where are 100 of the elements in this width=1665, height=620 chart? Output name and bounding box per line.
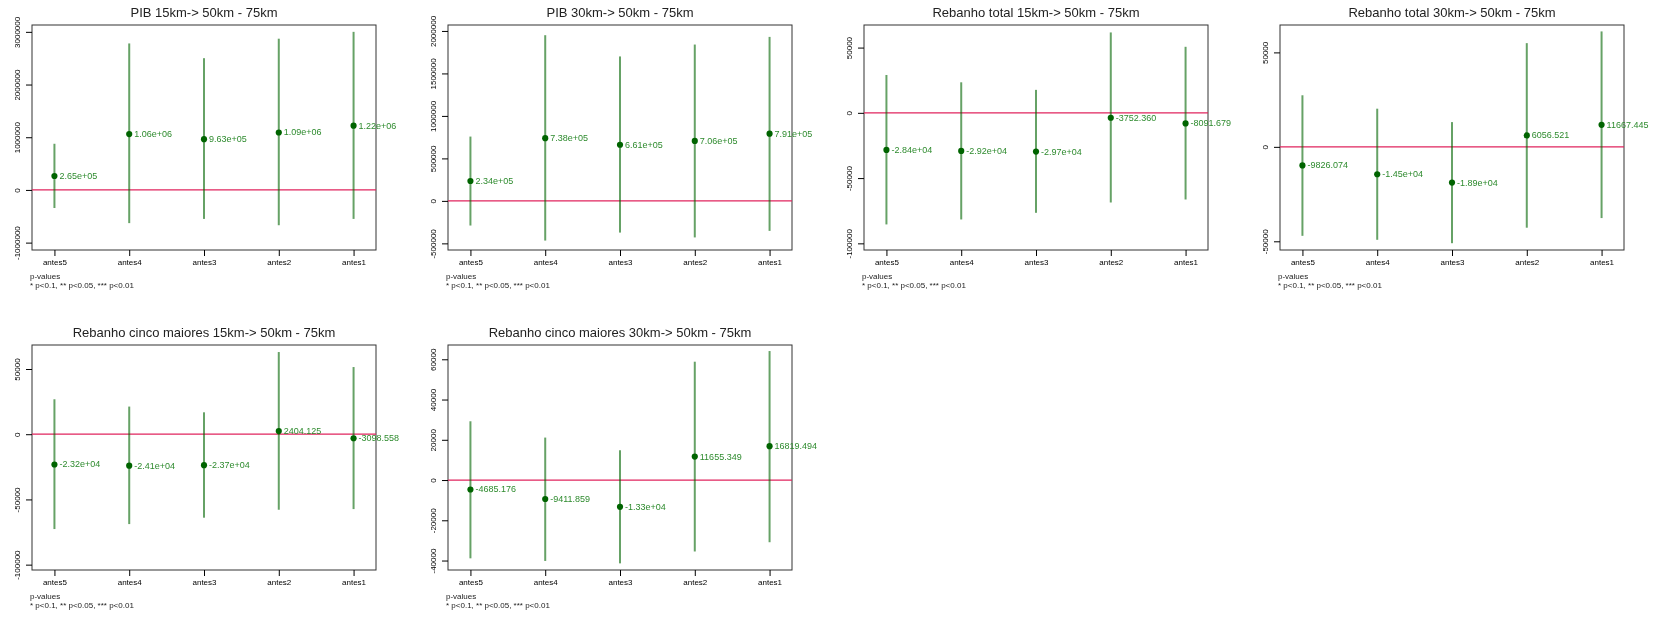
data-label: -1.33e+04 [625,501,666,512]
y-tick-label: 0 [1261,144,1270,150]
y-tick-label: -50000 [1261,228,1270,255]
chart-title: Rebanho total 15km-> 50km - 75km [932,5,1140,20]
x-tick-label: antes3 [192,257,218,267]
x-tick-label: antes5 [874,257,900,267]
data-label: -2.37e+04 [209,460,250,471]
chart-title: Rebanho cinco maiores 30km-> 50km - 75km [488,325,752,340]
data-label: 1.09e+06 [283,127,322,138]
x-tick-label: antes5 [458,577,484,587]
data-label: 2.65e+05 [59,170,98,181]
y-tick-label: 1000000 [429,100,438,132]
y-tick-label: 20000 [429,428,438,452]
y-tick-label: 0 [13,187,22,193]
y-tick-label: 1500000 [429,57,438,90]
data-label: -4685.176 [475,484,516,495]
x-tick-label: antes2 [683,257,708,267]
y-tick-label: 0 [429,198,438,204]
x-tick-label: antes3 [192,577,218,587]
x-tick-label: antes5 [1290,257,1316,267]
data-label: -2.32e+04 [59,459,101,470]
data-label: 1.06e+06 [134,129,173,140]
x-tick-label: antes1 [1590,257,1615,267]
text: p-values [1278,272,1309,281]
y-tick-label: 50000 [13,357,22,381]
x-tick-label: antes1 [1174,257,1199,267]
point [766,130,773,137]
point [883,146,890,153]
data-label: -2.84e+04 [891,144,933,155]
x-tick-label: antes2 [1515,257,1540,267]
data-label: -1.89e+04 [1457,177,1498,188]
x-tick-label: antes5 [42,257,68,267]
point [1523,132,1530,139]
x-tick-label: antes1 [758,257,783,267]
point [126,130,133,138]
y-tick-label: -50000 [845,165,854,192]
point [51,172,58,180]
data-label: 7.91e+05 [774,128,813,139]
x-tick-label: antes2 [267,577,292,587]
text: * p<0.1, ** p<0.05, *** p<0.01 [446,601,551,610]
x-tick-label: antes4 [1365,257,1391,267]
point [1107,114,1114,121]
data-label: 2.34e+05 [475,176,514,186]
data-label: 11667.445 [1606,119,1649,130]
x-tick-label: antes4 [117,577,143,587]
point [275,428,282,435]
data-label: -8091.679 [1190,118,1232,129]
y-tick-label: -500000 [429,228,438,259]
point [616,141,624,148]
data-label: -2.41e+04 [134,460,176,471]
point [1182,120,1189,127]
y-tick-label: -40000 [429,548,438,574]
data-label: -9826.074 [1307,160,1348,171]
x-tick-label: antes4 [117,257,143,267]
point [958,147,965,155]
point [1598,121,1605,128]
text: p-values [30,272,61,281]
x-tick-label: antes4 [949,257,975,267]
text: * p<0.1, ** p<0.05, *** p<0.01 [30,281,135,290]
y-tick-label: 1000000 [13,121,22,154]
y-tick-label: -100000 [13,549,22,580]
point [200,136,208,143]
y-tick-label: 0 [13,431,22,437]
point [1032,148,1040,155]
x-tick-label: antes4 [533,577,559,587]
point [51,461,58,468]
chart-title: Rebanho total 30km-> 50km - 75km [1348,5,1556,20]
y-tick-label: 60000 [429,348,438,371]
x-tick-label: antes2 [1099,257,1124,267]
point [542,495,549,503]
point [616,503,624,510]
point [1374,171,1381,178]
y-tick-label: 2000000 [13,68,22,101]
data-label: 7.38e+05 [550,133,589,144]
data-label: -3752.360 [1115,112,1157,123]
x-tick-label: antes1 [342,257,367,267]
y-tick-label: 2000000 [429,15,438,48]
y-tick-label: -100000 [845,228,854,259]
data-label: 6.61e+05 [625,139,663,150]
x-tick-label: antes3 [1024,257,1050,267]
point [766,443,773,450]
data-label: 9.63e+05 [209,134,247,145]
point [691,137,698,144]
y-tick-label: 40000 [429,388,438,412]
point [200,462,208,469]
y-tick-label: 3000000 [13,16,22,48]
chart-title: PIB 15km-> 50km - 75km [130,5,278,20]
y-tick-label: -20000 [429,507,438,534]
y-tick-label: 50000 [1261,41,1270,65]
data-label: -9411.859 [550,493,591,504]
point [542,135,549,142]
point [467,486,474,493]
y-tick-label: -1000000 [13,225,22,261]
point [1448,179,1456,186]
y-tick-label: 500000 [429,145,438,173]
x-tick-label: antes4 [533,257,559,267]
text: p-values [862,272,893,281]
x-tick-label: antes1 [342,577,367,587]
x-tick-label: antes3 [608,257,634,267]
x-tick-label: antes5 [458,257,484,267]
